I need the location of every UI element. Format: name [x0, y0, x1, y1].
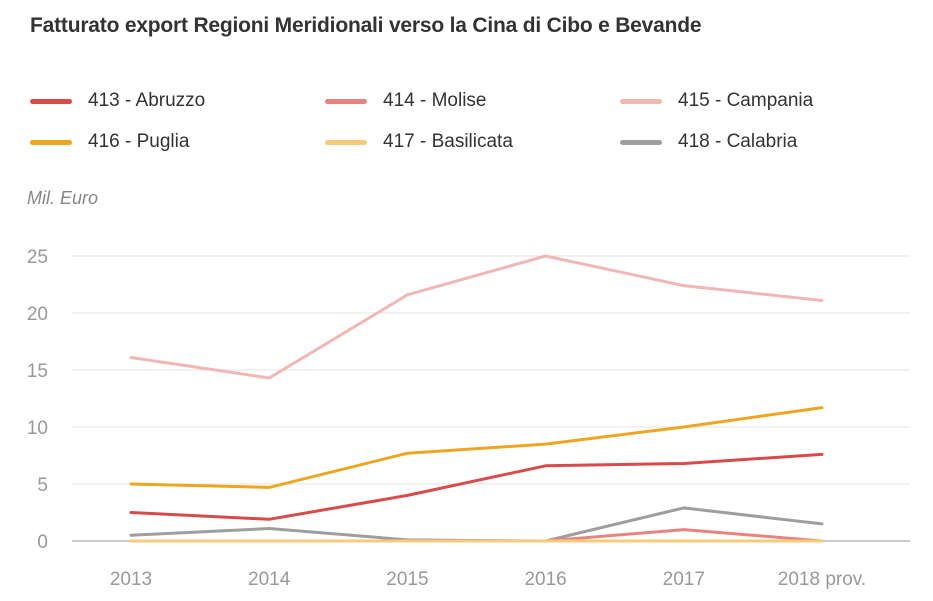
legend-item-puglia[interactable]: 416 - Puglia	[30, 127, 189, 157]
y-tick-label: 0	[37, 532, 48, 553]
legend-swatch-molise	[325, 98, 367, 104]
y-axis-ticks: 0 5 10 15 20 25	[27, 247, 48, 553]
legend-item-basilicata[interactable]: 417 - Basilicata	[325, 127, 513, 157]
series-lines	[129, 254, 824, 543]
y-tick-label: 5	[37, 475, 48, 496]
legend-swatch-abruzzo	[30, 98, 72, 104]
y-tick-label: 25	[27, 247, 48, 268]
series-line-415-campania[interactable]	[129, 254, 824, 380]
series-line-418-calabria[interactable]	[129, 506, 824, 543]
x-tick-label: 2014	[248, 569, 291, 590]
legend-swatch-basilicata	[325, 139, 367, 145]
chart-title: Fatturato export Regioni Meridionali ver…	[30, 14, 702, 37]
legend: 413 - Abruzzo 414 - Molise 415 - Campani…	[30, 86, 910, 166]
legend-label-puglia: 416 - Puglia	[88, 131, 190, 152]
x-tick-label: 2017	[663, 569, 705, 590]
x-tick-label: 2015	[386, 569, 428, 590]
legend-label-calabria: 418 - Calabria	[678, 131, 798, 152]
y-tick-label: 20	[27, 304, 48, 325]
legend-label-basilicata: 417 - Basilicata	[383, 131, 513, 152]
x-axis-ticks: 2013 2014 2015 2016 2017 2018 prov.	[110, 569, 866, 590]
grid-lines	[72, 255, 910, 542]
legend-item-campania[interactable]: 415 - Campania	[620, 86, 813, 116]
series-line-416-puglia[interactable]	[129, 406, 824, 489]
legend-item-abruzzo[interactable]: 413 - Abruzzo	[30, 86, 205, 116]
legend-swatch-campania	[620, 98, 662, 104]
x-tick-label: 2013	[110, 569, 152, 590]
legend-label-abruzzo: 413 - Abruzzo	[88, 90, 206, 111]
y-tick-label: 15	[27, 361, 48, 382]
y-tick-label: 10	[27, 418, 48, 439]
x-tick-label: 2016	[524, 569, 566, 590]
legend-item-molise[interactable]: 414 - Molise	[325, 86, 487, 116]
x-tick-label: 2018 prov.	[778, 569, 866, 590]
legend-label-campania: 415 - Campania	[678, 90, 814, 111]
legend-label-molise: 414 - Molise	[383, 90, 487, 111]
legend-swatch-calabria	[620, 139, 662, 145]
legend-swatch-puglia	[30, 139, 72, 145]
legend-item-calabria[interactable]: 418 - Calabria	[620, 127, 797, 157]
series-line-413-abruzzo[interactable]	[129, 452, 824, 521]
y-axis-unit-label: Mil. Euro	[27, 188, 99, 208]
